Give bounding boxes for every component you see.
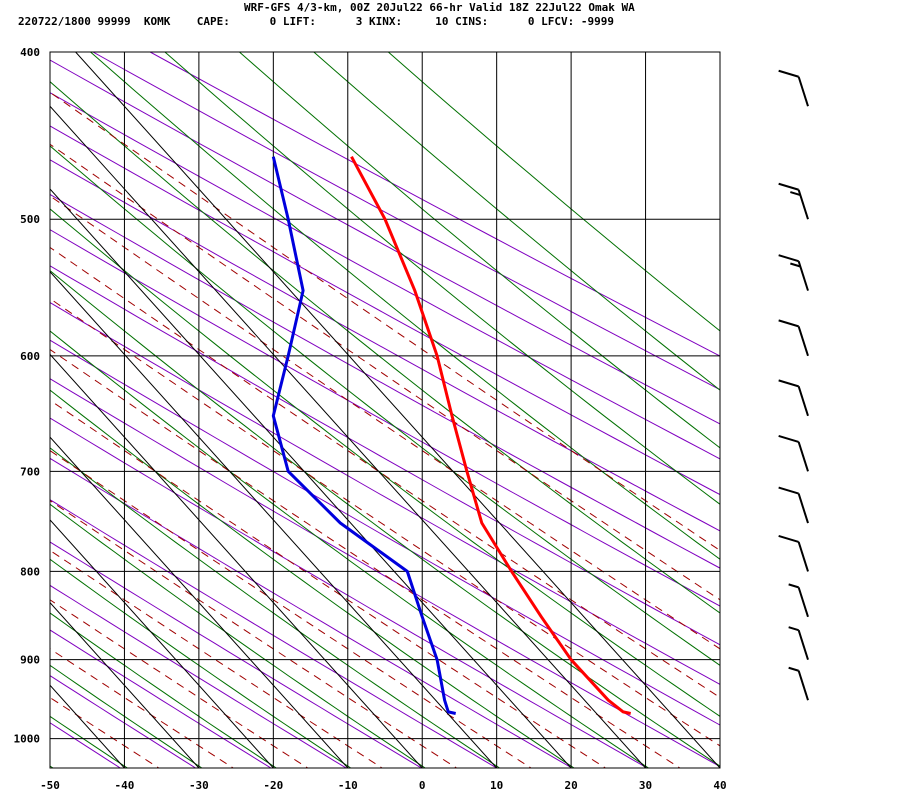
wind-barb-flag — [778, 379, 799, 388]
wind-barb-staff — [797, 493, 809, 524]
wind-barb-half — [790, 191, 801, 197]
dry-adiabat — [50, 301, 720, 685]
mixing-ratio-line — [387, 52, 720, 332]
moist-adiabat — [50, 348, 681, 768]
x-tick-label: -40 — [115, 779, 135, 792]
dry-adiabat — [50, 675, 197, 768]
x-tick-label: -20 — [263, 779, 283, 792]
x-tick-label: 20 — [564, 779, 577, 792]
dry-adiabat — [50, 125, 720, 496]
moist-adiabat — [50, 599, 309, 768]
wind-barb-half — [788, 583, 799, 589]
wind-barb-half — [788, 626, 799, 632]
x-tick-label: 30 — [639, 779, 652, 792]
moist-adiabat — [50, 696, 160, 768]
pressure-tick-label: 400 — [20, 46, 40, 59]
moist-adiabat — [50, 91, 720, 552]
moist-adiabat — [50, 500, 458, 768]
wind-barb-staff — [797, 386, 809, 417]
dry-adiabat — [50, 92, 720, 460]
dry-adiabat — [50, 541, 423, 768]
isotherm — [50, 601, 200, 768]
wind-barb-flag — [778, 434, 799, 443]
wind-barb-staff — [797, 670, 809, 701]
mixing-ratio-line — [50, 330, 650, 768]
plot-frame — [49, 51, 721, 769]
wind-barb-flag — [778, 69, 799, 78]
wind-barb-staff — [797, 441, 809, 472]
isotherm — [50, 519, 274, 768]
dry-adiabat — [50, 417, 649, 768]
x-tick-label: 0 — [419, 779, 426, 792]
isotherm — [50, 684, 125, 768]
wind-barb-staff — [797, 587, 809, 618]
x-tick-label: 10 — [490, 779, 503, 792]
moist-adiabat — [50, 297, 720, 747]
dry-adiabat — [50, 584, 348, 768]
temperature-profile — [350, 155, 632, 715]
isotherm — [50, 353, 423, 768]
dry-adiabat — [50, 339, 720, 726]
isotherm — [50, 188, 572, 768]
mixing-ratio-line — [313, 52, 720, 391]
mixing-ratio-line — [50, 558, 352, 768]
wind-barb-flag — [778, 254, 799, 263]
pressure-tick-label: 500 — [20, 213, 40, 226]
chart-title: WRF-GFS 4/3-km, 00Z 20Jul22 66-hr Valid … — [244, 1, 635, 14]
moist-adiabat — [50, 246, 720, 699]
x-tick-label: 40 — [713, 779, 726, 792]
wind-barb-half — [788, 666, 799, 672]
dry-adiabat — [91, 52, 720, 391]
mixing-ratio-line — [50, 269, 720, 767]
mixing-ratio-line — [50, 389, 576, 768]
dry-adiabat — [50, 193, 720, 569]
wind-barb-flag — [778, 182, 799, 191]
pressure-tick-label: 600 — [20, 350, 40, 363]
wind-barb-half — [790, 262, 801, 268]
dry-adiabat — [50, 629, 272, 768]
moist-adiabat — [50, 450, 532, 768]
x-tick-label: -10 — [338, 779, 358, 792]
wind-barb-flag — [778, 319, 799, 328]
moist-adiabat — [50, 143, 720, 601]
mixing-ratio-line — [50, 664, 203, 768]
dry-adiabat — [50, 59, 720, 425]
isotherm — [50, 436, 349, 768]
mixing-ratio-line — [50, 765, 54, 768]
x-tick-label: -30 — [189, 779, 209, 792]
wind-barb-staff — [797, 326, 809, 357]
wind-barb-staff — [797, 629, 809, 660]
wind-barb-flag — [778, 486, 799, 495]
mixing-ratio-line — [238, 52, 720, 449]
wind-barb-staff — [797, 76, 809, 107]
dry-adiabat — [50, 265, 720, 646]
moist-adiabat — [50, 195, 720, 650]
mixing-ratio-line — [50, 612, 278, 768]
isotherm — [50, 105, 646, 768]
moist-adiabat — [50, 399, 607, 768]
dewpoint-profile — [271, 156, 457, 715]
stability-indices: 220722/1800 99999 KOMK CAPE: 0 LIFT: 3 K… — [18, 15, 615, 28]
mixing-ratio-line — [50, 447, 501, 768]
dry-adiabat — [50, 229, 720, 607]
mixing-ratio-line — [50, 503, 427, 768]
dry-adiabat — [50, 159, 720, 532]
dry-adiabat — [0, 14, 67, 783]
wind-barb-staff — [797, 541, 809, 572]
dry-adiabat — [50, 499, 498, 768]
isotherm — [75, 52, 720, 768]
pressure-tick-label: 800 — [20, 565, 40, 578]
isotherm — [50, 270, 498, 768]
dry-adiabat — [50, 378, 720, 768]
wind-barb-flag — [778, 534, 799, 543]
pressure-tick-label: 900 — [20, 654, 40, 667]
x-tick-label: -50 — [40, 779, 60, 792]
pressure-tick-label: 700 — [20, 465, 40, 478]
pressure-tick-label: 1000 — [14, 733, 41, 746]
dry-adiabat — [50, 457, 574, 768]
dry-adiabat — [149, 52, 720, 357]
